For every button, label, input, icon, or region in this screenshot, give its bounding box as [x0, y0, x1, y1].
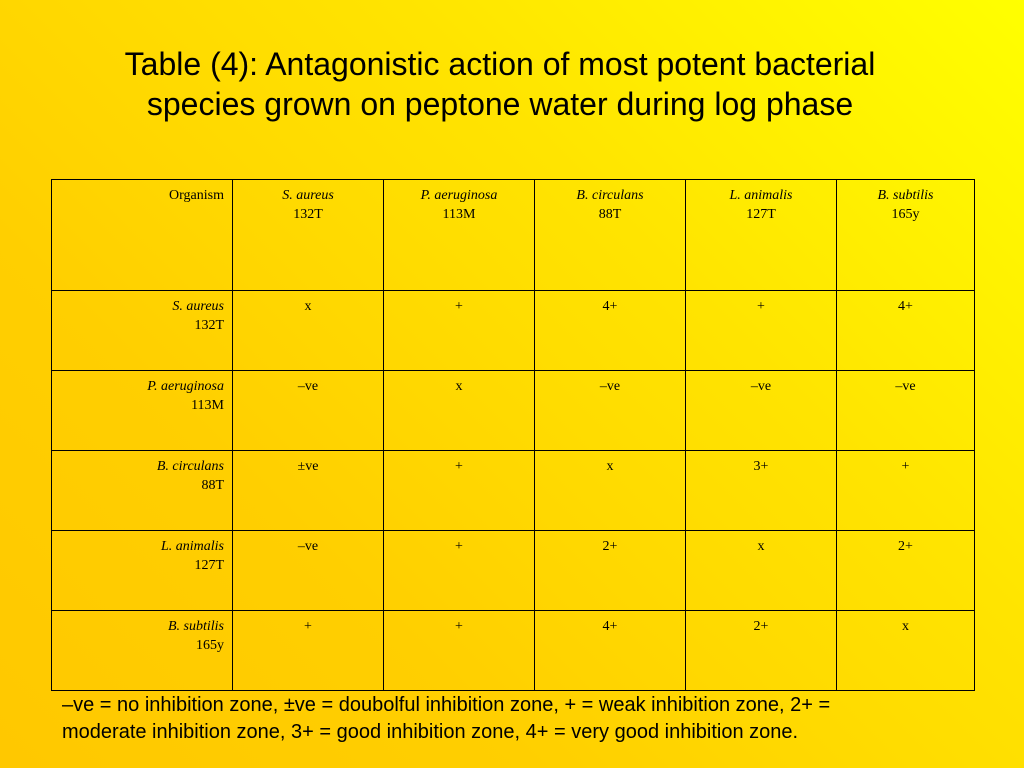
- table-cell: 4+: [534, 290, 686, 371]
- table-row-b-circulans: B. circulans 88T ±ve + x 3+ +: [51, 450, 975, 531]
- row-header-cell: P. aeruginosa 113M: [51, 370, 233, 451]
- table-cell: 4+: [836, 290, 975, 371]
- row-header-name: L. animalis: [160, 539, 224, 554]
- table-row-l-animalis: L. animalis 127T –ve + 2+ x 2+: [51, 530, 975, 611]
- table-cell: x: [836, 610, 975, 691]
- table-row-s-aureus: S. aureus 132T x + 4+ + 4+: [51, 290, 975, 371]
- table-cell: 2+: [836, 530, 975, 611]
- table-cell: 3+: [685, 450, 837, 531]
- slide-title: Table (4): Antagonistic action of most p…: [0, 44, 1000, 124]
- row-header-code: 127T: [194, 558, 224, 573]
- organism-header-cell: Organism: [51, 179, 233, 291]
- table-row-b-subtilis: B. subtilis 165y + + 4+ 2+ x: [51, 610, 975, 691]
- column-header-code: 88T: [598, 207, 622, 222]
- table-cell: –ve: [232, 370, 384, 451]
- table-cell: –ve: [836, 370, 975, 451]
- column-header-b-subtilis: B. subtilis 165y: [836, 179, 975, 291]
- column-header-s-aureus: S. aureus 132T: [232, 179, 384, 291]
- table-cell: x: [383, 370, 535, 451]
- table-cell: ±ve: [232, 450, 384, 531]
- table-cell: 2+: [685, 610, 837, 691]
- column-header-code: 127T: [746, 207, 776, 222]
- header-row: Organism S. aureus 132T P. aeruginosa 11…: [51, 179, 975, 291]
- table-cell: x: [685, 530, 837, 611]
- column-header-l-animalis: L. animalis 127T: [685, 179, 837, 291]
- table-cell: +: [383, 290, 535, 371]
- row-header-code: 132T: [194, 318, 224, 333]
- column-header-name: S. aureus: [282, 188, 334, 203]
- table-cell: +: [383, 610, 535, 691]
- table-cell: +: [685, 290, 837, 371]
- table-cell: –ve: [685, 370, 837, 451]
- table-cell: 4+: [534, 610, 686, 691]
- table-cell: +: [232, 610, 384, 691]
- column-header-name: L. animalis: [729, 188, 793, 203]
- column-header-code: 132T: [293, 207, 323, 222]
- row-header-cell: S. aureus 132T: [51, 290, 233, 371]
- row-header-code: 165y: [196, 638, 224, 653]
- table-cell: –ve: [534, 370, 686, 451]
- table-cell: +: [383, 450, 535, 531]
- row-header-name: P. aeruginosa: [147, 379, 224, 394]
- legend-line-2: moderate inhibition zone, 3+ = good inhi…: [62, 721, 799, 743]
- column-header-name: B. subtilis: [877, 188, 934, 203]
- antagonism-table: Organism S. aureus 132T P. aeruginosa 11…: [51, 179, 975, 691]
- row-header-name: B. circulans: [156, 459, 224, 474]
- column-header-b-circulans: B. circulans 88T: [534, 179, 686, 291]
- title-line-2: species grown on peptone water during lo…: [146, 86, 854, 122]
- row-header-name: B. subtilis: [167, 619, 224, 634]
- legend-line-1: –ve = no inhibition zone, ±ve = doubolfu…: [62, 694, 831, 716]
- row-header-cell: B. subtilis 165y: [51, 610, 233, 691]
- row-header-code: 88T: [201, 478, 224, 493]
- row-header-code: 113M: [191, 398, 224, 413]
- column-header-p-aeruginosa: P. aeruginosa 113M: [383, 179, 535, 291]
- row-header-cell: B. circulans 88T: [51, 450, 233, 531]
- row-header-cell: L. animalis 127T: [51, 530, 233, 611]
- table-cell: +: [836, 450, 975, 531]
- column-header-name: P. aeruginosa: [420, 188, 498, 203]
- table-cell: 2+: [534, 530, 686, 611]
- table-cell: x: [232, 290, 384, 371]
- title-line-1: Table (4): Antagonistic action of most p…: [124, 46, 876, 82]
- column-header-name: B. circulans: [576, 188, 644, 203]
- table-cell: +: [383, 530, 535, 611]
- column-header-code: 113M: [442, 207, 476, 222]
- table-row-p-aeruginosa: P. aeruginosa 113M –ve x –ve –ve –ve: [51, 370, 975, 451]
- legend-footnote: –ve = no inhibition zone, ±ve = doubolfu…: [62, 692, 982, 746]
- column-header-code: 165y: [891, 207, 920, 222]
- organism-header-label: Organism: [169, 188, 224, 203]
- table-cell: x: [534, 450, 686, 531]
- table-cell: –ve: [232, 530, 384, 611]
- row-header-name: S. aureus: [172, 299, 224, 314]
